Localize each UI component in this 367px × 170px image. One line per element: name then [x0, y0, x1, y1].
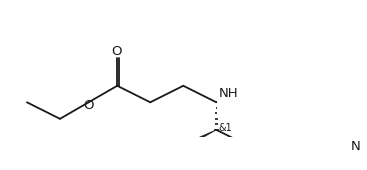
Text: N: N	[350, 140, 360, 153]
Text: NH: NH	[218, 87, 238, 100]
Text: &1: &1	[218, 123, 232, 133]
Text: O: O	[83, 99, 94, 112]
Text: O: O	[111, 45, 122, 57]
Polygon shape	[182, 130, 217, 148]
